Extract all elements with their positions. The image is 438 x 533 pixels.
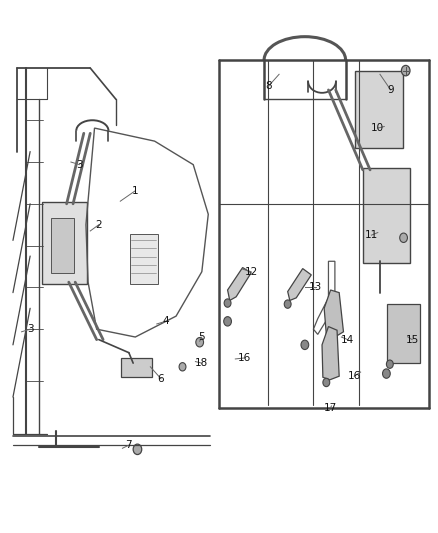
- Circle shape: [224, 317, 231, 326]
- Circle shape: [284, 300, 291, 308]
- FancyBboxPatch shape: [355, 71, 403, 149]
- Polygon shape: [228, 268, 251, 301]
- FancyBboxPatch shape: [363, 168, 410, 263]
- Text: 9: 9: [387, 85, 394, 95]
- Text: 3: 3: [76, 160, 83, 169]
- Polygon shape: [288, 269, 311, 301]
- Circle shape: [382, 369, 390, 378]
- Circle shape: [224, 299, 231, 307]
- Text: 3: 3: [27, 324, 33, 334]
- FancyBboxPatch shape: [51, 219, 74, 273]
- Text: 1: 1: [132, 186, 138, 196]
- Text: 2: 2: [95, 220, 102, 230]
- Text: 11: 11: [365, 230, 378, 240]
- Text: 13: 13: [309, 282, 322, 293]
- Circle shape: [327, 336, 334, 345]
- Circle shape: [301, 340, 309, 350]
- Circle shape: [179, 362, 186, 371]
- Text: 4: 4: [162, 317, 169, 326]
- Text: 14: 14: [341, 335, 354, 345]
- Text: 16: 16: [348, 371, 361, 381]
- Text: 17: 17: [324, 402, 337, 413]
- Text: 8: 8: [265, 82, 272, 91]
- Text: 7: 7: [126, 440, 132, 450]
- Text: 16: 16: [238, 353, 251, 363]
- Text: 15: 15: [406, 335, 419, 345]
- Text: 6: 6: [158, 374, 164, 384]
- Text: 5: 5: [198, 332, 205, 342]
- Circle shape: [323, 378, 330, 386]
- Circle shape: [401, 66, 410, 76]
- Polygon shape: [322, 327, 339, 380]
- FancyBboxPatch shape: [121, 358, 152, 377]
- Text: 18: 18: [195, 358, 208, 368]
- FancyBboxPatch shape: [42, 202, 87, 284]
- FancyBboxPatch shape: [387, 304, 420, 362]
- Text: 10: 10: [371, 123, 385, 133]
- Polygon shape: [324, 290, 343, 337]
- Text: 12: 12: [244, 266, 258, 277]
- FancyBboxPatch shape: [130, 233, 158, 284]
- Circle shape: [133, 444, 142, 455]
- Circle shape: [400, 233, 407, 243]
- Circle shape: [386, 360, 393, 368]
- Circle shape: [196, 337, 204, 347]
